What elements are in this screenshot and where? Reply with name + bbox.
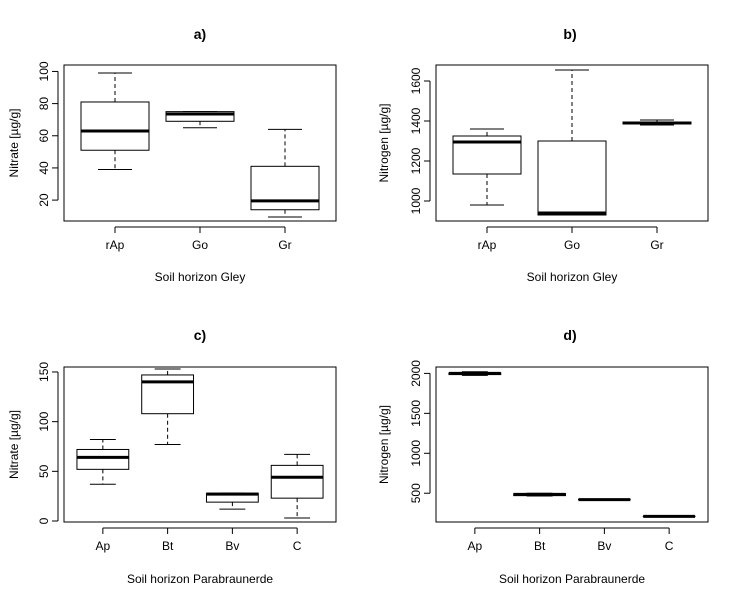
chart-title: a)	[194, 26, 206, 42]
x-axis-label: Soil horizon Parabraunerde	[499, 572, 645, 586]
x-axis-label: Soil horizon Gley	[527, 270, 618, 284]
y-tick-label: 100	[37, 411, 51, 431]
plot-frame	[435, 366, 709, 523]
chart-title: c)	[194, 327, 206, 343]
y-tick-label: 2000	[409, 360, 423, 387]
box-rAp	[80, 72, 150, 171]
y-axis-label: Nitrate [µg/g]	[7, 109, 21, 178]
x-tick-label: Ap	[96, 539, 111, 553]
x-tick-label: Ap	[468, 539, 483, 553]
x-tick-label: Go	[564, 238, 580, 252]
iqr-box	[270, 464, 324, 499]
plot-frame	[63, 64, 337, 222]
x-tick-label: rAp	[106, 238, 125, 252]
box-C	[270, 453, 324, 519]
plot-frame	[435, 64, 709, 222]
x-axis-label: Soil horizon Parabraunerde	[127, 572, 273, 586]
box-rAp	[452, 128, 522, 206]
box-Bt	[141, 368, 195, 445]
y-tick-label: 20	[37, 193, 51, 207]
y-tick-label: 1000	[409, 187, 423, 214]
box-Ap	[76, 439, 130, 485]
plot-frame	[63, 366, 337, 523]
y-tick-label: 0	[37, 517, 51, 524]
box-Bt	[513, 492, 567, 497]
box-Go	[537, 69, 607, 216]
y-tick-label: 1500	[409, 400, 423, 427]
panel-d: d) Soil horizon Parabraunerde Nitrogen [µg…	[377, 327, 709, 586]
y-tick-label: 1600	[409, 67, 423, 94]
x-tick-label: Bt	[534, 539, 546, 553]
y-tick-label: 80	[37, 97, 51, 111]
iqr-box	[80, 101, 150, 151]
y-tick-label: 1000	[409, 440, 423, 467]
y-tick-label: 1400	[409, 107, 423, 134]
chart-title: b)	[563, 26, 576, 42]
x-tick-label: C	[293, 539, 302, 553]
box-Bv	[205, 492, 259, 510]
panel-b: b) Soil horizon Gley Nitrogen [µg/g] 1000 12…	[377, 26, 709, 284]
iqr-box	[76, 448, 130, 470]
x-tick-label: Gr	[278, 238, 291, 252]
box-Gr	[250, 128, 320, 218]
x-tick-label: Bv	[225, 539, 239, 553]
y-tick-label: 60	[37, 129, 51, 143]
panel-c: c) Soil horizon Parabraunerde Nitrate [µg/…	[7, 327, 337, 586]
y-axis-label: Nitrogen [µg/g]	[377, 104, 391, 183]
iqr-box	[537, 140, 607, 216]
x-tick-label: Bv	[597, 539, 611, 553]
y-axis-label: Nitrogen [µg/g]	[377, 405, 391, 484]
panel-a: a) Soil horizon Gley Nitrate [µg/g] 20 40 60 8…	[7, 26, 337, 284]
y-tick-label: 50	[37, 464, 51, 478]
x-tick-label: Gr	[650, 238, 663, 252]
y-tick-label: 150	[37, 362, 51, 382]
iqr-box	[165, 111, 235, 122]
x-axis-label: Soil horizon Gley	[155, 270, 246, 284]
x-tick-label: Bt	[162, 539, 174, 553]
y-axis-label: Nitrate [µg/g]	[7, 410, 21, 479]
box-Ap	[448, 371, 502, 376]
chart-title: d)	[563, 327, 576, 343]
box-Gr	[622, 119, 692, 126]
x-tick-label: C	[665, 539, 674, 553]
y-tick-label: 40	[37, 161, 51, 175]
y-tick-label: 100	[37, 61, 51, 81]
iqr-box	[250, 165, 320, 211]
x-tick-label: rAp	[478, 238, 497, 252]
y-tick-label: 1200	[409, 147, 423, 174]
box-Go	[165, 111, 235, 129]
y-tick-label: 500	[409, 483, 423, 503]
x-tick-label: Go	[192, 238, 208, 252]
